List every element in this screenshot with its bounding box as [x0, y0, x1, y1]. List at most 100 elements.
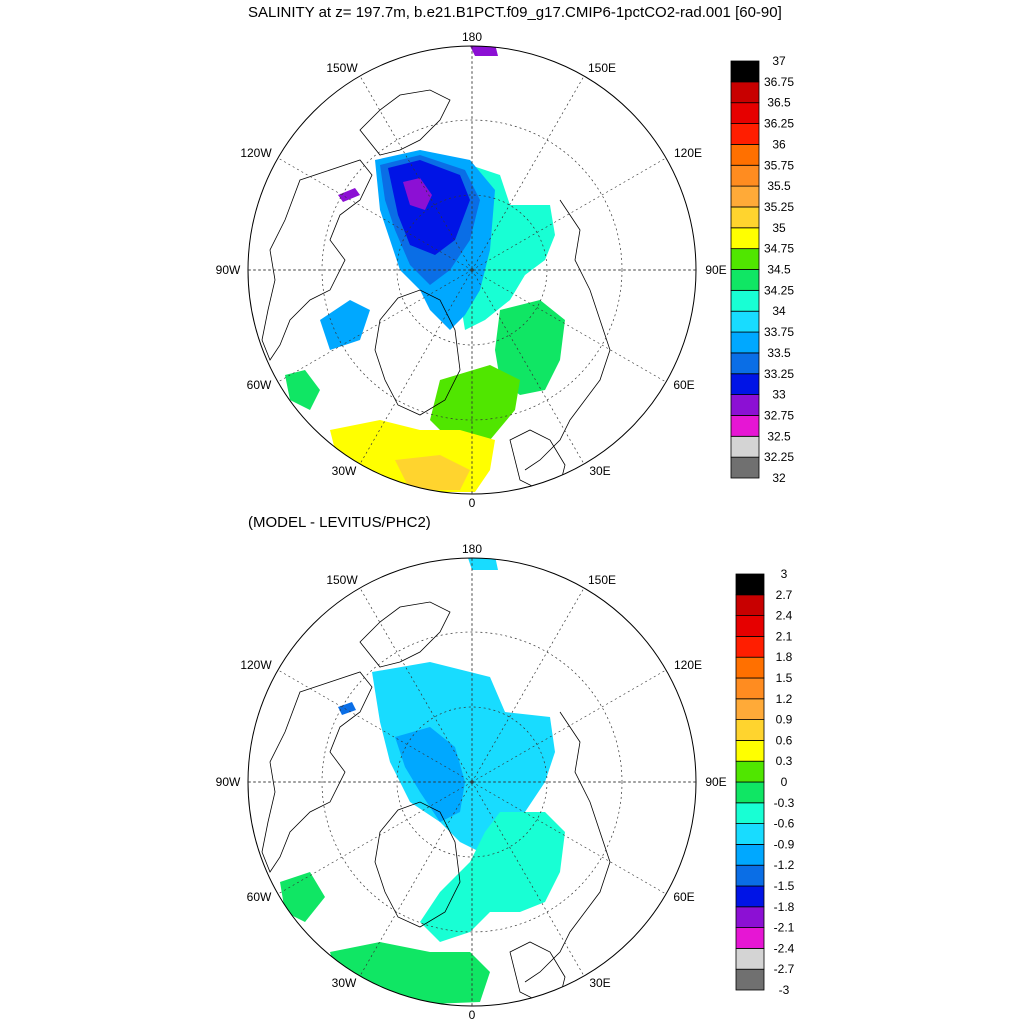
colorbar: 32 32.25 32.5 32.75 33 33.25 33.5 33.75 34 34.25 3…: [730, 54, 794, 485]
colorbar-label: -2.1: [774, 921, 795, 935]
salinity-region-norwegian-north: [430, 365, 520, 440]
difference-region-eurasian: [420, 812, 565, 942]
meridian-line: [471, 157, 667, 271]
colorbar-swatch: [730, 352, 760, 375]
colorbar: -3 -2.7 -2.4 -2.1 -1.8 -1.5 -1.2 -0.9 -0.6 -0.3 0 0…: [735, 567, 795, 997]
colorbar-label: 36.5: [767, 96, 791, 110]
colorbar-swatch: [735, 927, 765, 949]
colorbar-swatch: [730, 143, 760, 166]
colorbar-label: 1.5: [776, 671, 793, 685]
colorbar-label: 35.25: [764, 200, 794, 214]
difference-map-title: (MODEL - LEVITUS/PHC2): [248, 514, 431, 531]
colorbar-swatch: [735, 760, 765, 783]
longitude-label: 150E: [588, 573, 616, 587]
longitude-label: 150W: [326, 61, 358, 75]
colorbar-swatch: [735, 843, 765, 866]
colorbar-swatch: [730, 373, 760, 396]
colorbar-label: -3: [779, 983, 790, 997]
meridian-line: [359, 269, 473, 465]
colorbar-label: -2.4: [774, 941, 795, 955]
latitude-circle: [396, 194, 548, 346]
colorbar-label: 35.5: [767, 179, 791, 193]
colorbar-swatch: [735, 885, 765, 908]
top-map-title: SALINITY at z= 197.7m, b.e21.B1PCT.f09_g…: [248, 4, 782, 21]
colorbar-label: 36.25: [764, 117, 794, 131]
difference-region-nordic: [330, 942, 490, 1004]
coastline: [359, 89, 451, 156]
map-boundary: [247, 557, 697, 1007]
difference-region-bering: [468, 558, 498, 570]
colorbar-swatch: [735, 968, 765, 991]
colorbar-label: 0.3: [776, 754, 793, 768]
meridian-line: [471, 669, 667, 783]
ocean-field: [261, 558, 611, 1004]
colorbar-label: 33: [772, 388, 786, 402]
salinity-map: 180 150E 120E 90E 60E 30E 0 30W 60W 90W 120W 150W 32…: [216, 30, 795, 510]
colorbar-label: -1.2: [774, 858, 795, 872]
coastline: [359, 601, 451, 668]
salinity-region-norwegian: [395, 455, 470, 490]
longitude-label: 180: [462, 30, 482, 44]
colorbar-swatch: [730, 185, 760, 208]
meridian-line: [277, 781, 473, 895]
colorbar-label: 0.9: [776, 713, 793, 727]
colorbar-swatch: [730, 206, 760, 229]
graticule: [248, 558, 696, 1006]
coastline: [524, 711, 611, 983]
longitude-label: 0: [469, 1008, 476, 1022]
colorbar-swatch: [735, 906, 765, 928]
meridian-line: [471, 269, 585, 465]
colorbar-swatch: [730, 248, 760, 270]
meridian-line: [277, 157, 473, 271]
longitude-label: 180: [462, 542, 482, 556]
colorbar-label: -0.6: [774, 817, 795, 831]
longitude-label: 120E: [674, 146, 702, 160]
longitude-label: 0: [469, 496, 476, 510]
colorbar-label: 1.8: [776, 650, 793, 664]
colorbar-swatch: [730, 81, 760, 104]
colorbar-label: 2.1: [776, 629, 793, 643]
colorbar-swatch: [730, 415, 760, 437]
colorbar-label: 35.75: [764, 158, 794, 172]
colorbar-label: 2.7: [776, 588, 793, 602]
colorbar-label: 33.25: [764, 367, 794, 381]
salinity-region-beaufort-shelf: [338, 188, 360, 202]
meridian-line: [471, 781, 667, 895]
coastline: [524, 199, 611, 471]
colorbar-swatch: [735, 739, 765, 762]
colorbar-swatch: [730, 310, 760, 333]
colorbar-label: 3: [781, 567, 788, 581]
salinity-region-labrador: [285, 370, 320, 410]
colorbar-swatch: [735, 677, 765, 700]
colorbar-swatch: [735, 636, 765, 658]
colorbar-swatch: [730, 394, 760, 416]
longitude-label: 90W: [216, 775, 241, 789]
longitude-label: 120W: [240, 658, 272, 672]
colorbar-label: 32.5: [767, 429, 791, 443]
colorbar-swatch: [735, 698, 765, 721]
difference-region-beaufort-shelf: [338, 702, 356, 715]
colorbar-label: 2.4: [776, 609, 793, 623]
longitude-label: 90W: [216, 263, 241, 277]
longitude-label: 90E: [705, 775, 726, 789]
coastline: [374, 801, 461, 928]
meridian-line: [471, 75, 585, 271]
colorbar-label: 37: [772, 54, 786, 68]
colorbar-label: 34: [772, 304, 786, 318]
colorbar-label: 1.2: [776, 692, 793, 706]
colorbar-label: 34.75: [764, 242, 794, 256]
colorbar-label: 32.25: [764, 450, 794, 464]
colorbar-swatch: [735, 864, 765, 887]
colorbar-swatch: [735, 594, 765, 617]
longitude-label: 30W: [332, 976, 357, 990]
colorbar-swatch: [730, 289, 760, 312]
colorbar-label: 33.5: [767, 346, 791, 360]
colorbar-label: 34.25: [764, 283, 794, 297]
colorbar-label: 32.75: [764, 408, 794, 422]
colorbar-swatch: [735, 823, 765, 845]
longitude-label: 60W: [247, 378, 272, 392]
colorbar-swatch: [735, 656, 765, 679]
colorbar-label: 0: [781, 775, 788, 789]
coastline: [261, 671, 373, 873]
colorbar-label: -0.3: [774, 796, 795, 810]
